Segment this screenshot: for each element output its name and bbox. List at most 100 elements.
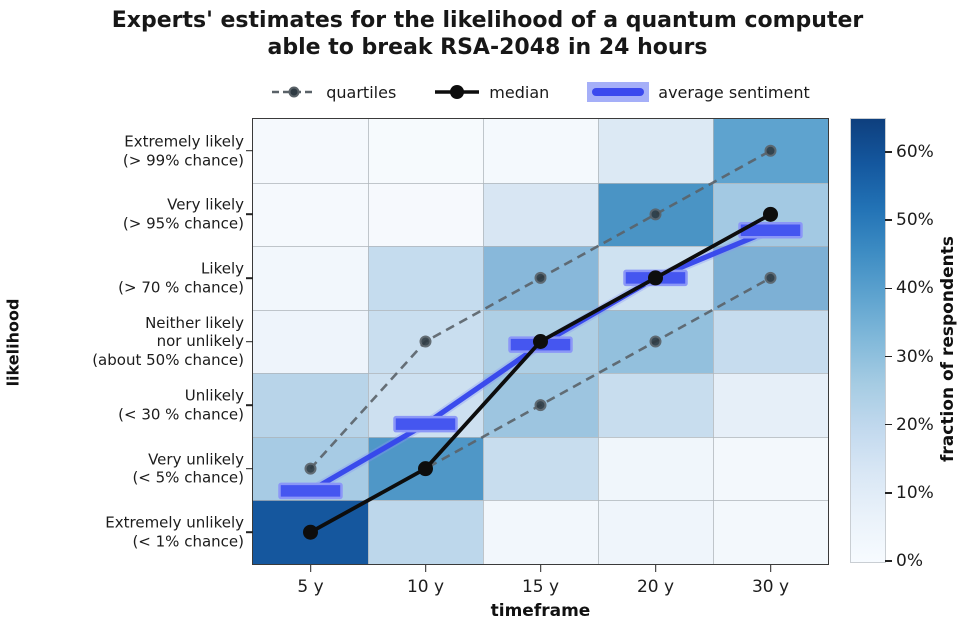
heatmap-cell-r4-c4 bbox=[713, 373, 828, 437]
average-sentiment-line bbox=[307, 227, 774, 494]
y-tick-mark bbox=[246, 149, 253, 152]
heatmap-cell-r1-c0 bbox=[253, 182, 368, 247]
median-marker bbox=[533, 334, 548, 349]
x-tick-mark bbox=[654, 565, 657, 572]
colorbar-tick-mark bbox=[885, 219, 892, 222]
colorbar-tick-label: 30% bbox=[896, 346, 934, 367]
y-tick-label: Extremely likely (> 99% chance) bbox=[122, 132, 244, 169]
average-sentiment-bar bbox=[393, 415, 458, 433]
grid-hline bbox=[253, 246, 828, 248]
y-tick-label: Unlikely (< 30 % chance) bbox=[118, 386, 244, 424]
heatmap-cell-r6-c2 bbox=[483, 500, 598, 564]
grid-vline bbox=[713, 119, 714, 564]
heatmap-cell-r1-c1 bbox=[368, 182, 483, 247]
colorbar-tick: 30% bbox=[885, 347, 934, 367]
grid-vline bbox=[598, 119, 599, 564]
y-tick-mark bbox=[246, 404, 253, 406]
x-tick-label: 20 y bbox=[636, 577, 675, 597]
y-tick-label: Neither likely nor unlikely (about 50% c… bbox=[92, 313, 244, 369]
heatmap-cell-r2-c0 bbox=[253, 246, 368, 310]
colorbar-tick: 40% bbox=[885, 278, 934, 298]
chart-title: Experts' estimates for the likelihood of… bbox=[0, 8, 975, 62]
x-tick-label: 15 y bbox=[521, 577, 560, 597]
heatmap-cell-r5-c4 bbox=[713, 436, 828, 501]
quartile-upper-marker bbox=[304, 462, 317, 475]
quartile-lower-marker bbox=[764, 271, 777, 284]
legend-item-quartiles: quartiles bbox=[271, 82, 396, 102]
y-tick-label: Extremely unlikely (< 1% chance) bbox=[105, 513, 244, 551]
heatmap-cell-r6-c3 bbox=[598, 500, 713, 564]
heatmap-cell-r3-c4 bbox=[713, 309, 828, 374]
colorbar-tick-mark bbox=[885, 287, 892, 290]
colorbar-tick-label: 20% bbox=[896, 414, 934, 435]
median-marker bbox=[648, 270, 663, 286]
heatmap-cell-r0-c1 bbox=[368, 119, 483, 183]
y-tick-mark bbox=[246, 213, 253, 216]
series-overlay bbox=[278, 144, 803, 540]
y-tick-mark bbox=[246, 340, 253, 343]
y-tick-mark bbox=[246, 277, 253, 279]
colorbar-tick-mark bbox=[885, 560, 892, 562]
quartile-upper-marker bbox=[764, 144, 777, 157]
legend-label-quartiles: quartiles bbox=[326, 82, 397, 102]
heatmap-cell-r6-c4 bbox=[713, 500, 828, 564]
quartiles-line-icon bbox=[272, 86, 317, 98]
y-tick-mark bbox=[246, 531, 253, 533]
heatmap-cell-r2-c1 bbox=[368, 246, 483, 310]
average-sentiment-swatch-icon bbox=[587, 82, 650, 102]
colorbar bbox=[850, 118, 886, 563]
heatmap-cell-r1-c2 bbox=[483, 182, 598, 247]
average-sentiment-bar bbox=[278, 482, 343, 500]
y-tick-label: Very likely (> 95% chance) bbox=[122, 195, 244, 233]
heatmap-cell-r0-c0 bbox=[253, 119, 368, 183]
legend-item-median: median bbox=[434, 82, 549, 102]
quartile-upper-marker bbox=[534, 271, 547, 284]
x-tick-mark bbox=[539, 565, 542, 572]
colorbar-tick-label: 50% bbox=[896, 210, 934, 231]
legend-item-average-sentiment: average sentiment bbox=[587, 81, 810, 103]
heatmap-cell-r5-c3 bbox=[598, 436, 713, 501]
colorbar-label: fraction of respondents bbox=[938, 236, 958, 463]
median-marker bbox=[418, 461, 433, 477]
chart-title-line2: able to break RSA-2048 in 24 hours bbox=[267, 34, 708, 60]
heatmap-cell-r0-c2 bbox=[483, 119, 598, 183]
colorbar-tick: 0% bbox=[885, 551, 923, 571]
quartile-lower-marker bbox=[534, 399, 547, 412]
colorbar-tick-label: 10% bbox=[896, 482, 934, 503]
y-tick-label: Likely (> 70 % chance) bbox=[118, 259, 244, 296]
heatmap-cell-r0-c3 bbox=[598, 119, 713, 183]
grid-vline bbox=[368, 119, 369, 564]
colorbar-tick-label: 0% bbox=[896, 551, 923, 571]
legend: quartiles median average sentiment bbox=[233, 78, 848, 106]
y-tick-mark bbox=[246, 467, 253, 470]
grid-hline bbox=[253, 182, 828, 184]
colorbar-tick-mark bbox=[885, 423, 892, 426]
median-marker bbox=[303, 524, 318, 540]
colorbar-tick-mark bbox=[885, 355, 892, 358]
quartile-upper-line bbox=[309, 149, 772, 470]
grid-vline bbox=[483, 119, 484, 564]
x-tick-mark bbox=[424, 565, 427, 572]
heatmap-cell-r4-c3 bbox=[598, 373, 713, 437]
colorbar-tick-mark bbox=[885, 151, 892, 153]
heatmap-cell-r6-c1 bbox=[368, 500, 483, 564]
colorbar-tick: 10% bbox=[885, 483, 934, 503]
heatmap-cell-r4-c0 bbox=[253, 373, 368, 437]
grid-hline bbox=[253, 309, 828, 311]
x-tick-mark bbox=[769, 565, 772, 572]
median-line-icon bbox=[435, 85, 480, 99]
colorbar-tick: 50% bbox=[885, 210, 934, 230]
x-tick-label: 10 y bbox=[406, 577, 445, 597]
grid-hline bbox=[253, 500, 828, 502]
median-marker bbox=[763, 206, 778, 222]
x-axis-label: timeframe bbox=[490, 601, 591, 621]
legend-label-median: median bbox=[489, 82, 550, 102]
colorbar-tick-label: 40% bbox=[896, 278, 934, 299]
quartile-upper-marker bbox=[649, 208, 662, 221]
x-tick-label: 5 y bbox=[297, 577, 324, 597]
colorbar-tick-label: 60% bbox=[896, 142, 934, 163]
chart-title-line1: Experts' estimates for the likelihood of… bbox=[111, 8, 864, 33]
y-tick-label: Very unlikely (< 5% chance) bbox=[132, 449, 244, 487]
grid-hline bbox=[253, 436, 828, 438]
